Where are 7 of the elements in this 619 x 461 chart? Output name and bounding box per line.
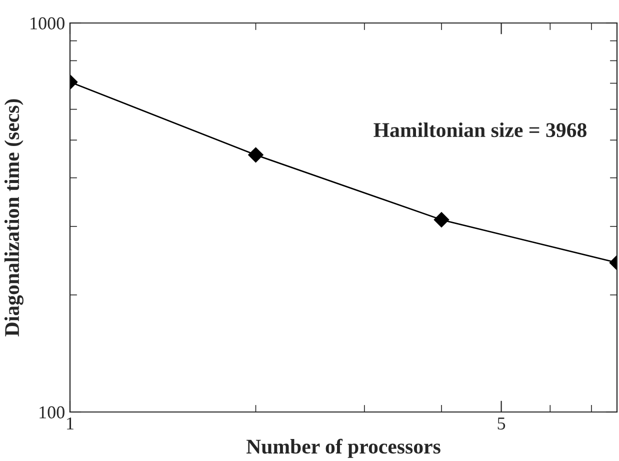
annotation: Hamiltonian size = 3968: [374, 122, 586, 138]
x-axis-title: Number of processors: [246, 438, 440, 458]
y-axis-title: Diagonalization time (secs): [4, 99, 24, 336]
x-tick-label: 1: [67, 417, 74, 430]
x-tick-label: 5: [498, 418, 506, 430]
y-tick-label: 1000: [30, 17, 64, 30]
y-tick-label: 100: [40, 406, 64, 418]
